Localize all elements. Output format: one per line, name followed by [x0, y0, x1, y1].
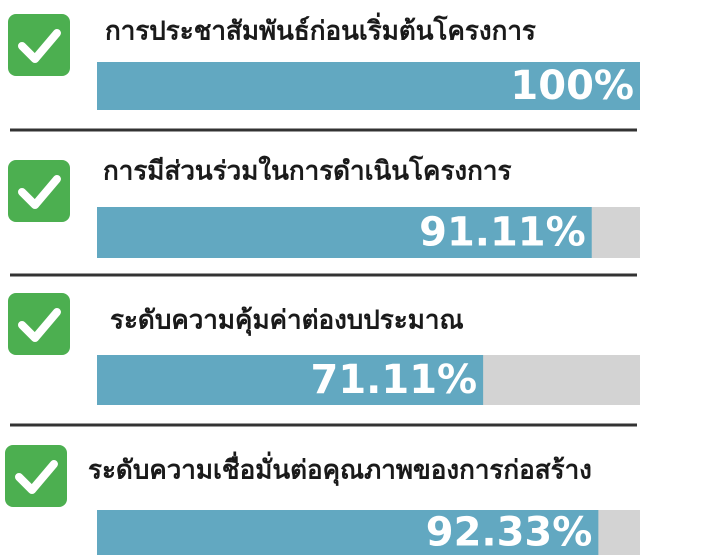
value-label: 71.11% — [311, 357, 478, 403]
check-mark — [15, 460, 58, 494]
check-box — [5, 445, 67, 507]
value-label: 91.11% — [419, 210, 586, 256]
check-mark — [18, 175, 61, 209]
check-mark — [18, 29, 61, 63]
category-label: ระดับความเชื่อมั่นต่อคุณภาพของการก่อสร้า… — [88, 451, 592, 487]
bar — [97, 510, 599, 555]
value-label: 92.33% — [426, 510, 593, 555]
value-label: 100% — [510, 63, 634, 109]
check-box — [8, 14, 70, 76]
check-mark — [18, 308, 61, 342]
bar — [97, 355, 484, 405]
category-label: การมีส่วนร่วมในการดำเนินโครงการ — [103, 155, 511, 187]
check-box — [8, 160, 70, 222]
category-label: การประชาสัมพันธ์ก่อนเริ่มต้นโครงการ — [105, 12, 536, 47]
bar — [97, 207, 592, 258]
category-label: ระดับความคุ้มค่าต่องบประมาณ — [110, 306, 464, 337]
bar — [97, 62, 640, 110]
check-box — [8, 293, 70, 355]
